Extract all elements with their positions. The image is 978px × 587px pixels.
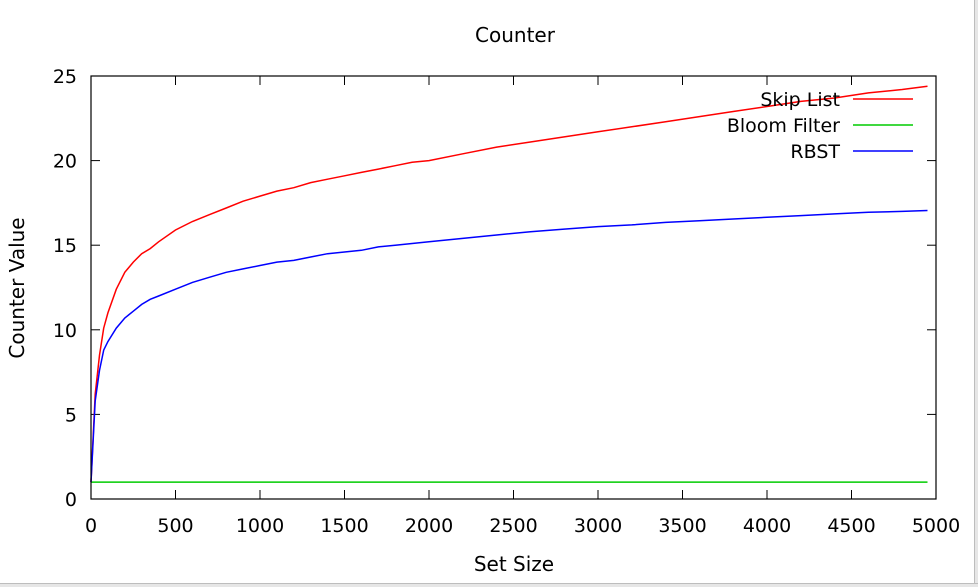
legend-label: RBST: [790, 141, 840, 163]
x-tick-label: 2500: [489, 515, 537, 537]
y-tick-label: 10: [53, 320, 77, 342]
x-tick-label: 1500: [320, 515, 368, 537]
series-line-2: [90, 209, 928, 483]
legend: Skip List Bloom Filter RBST: [727, 89, 913, 163]
window-bottom-edge: [0, 583, 978, 587]
y-tick-label: 20: [53, 151, 77, 173]
x-tick-label: 5000: [912, 515, 960, 537]
y-tick-label: 25: [53, 66, 77, 88]
series-line-0: [90, 85, 928, 483]
legend-label: Bloom Filter: [727, 115, 840, 137]
y-tick-label: 15: [53, 235, 77, 257]
window-right-edge: [974, 0, 978, 587]
x-tick-label: 1000: [236, 515, 284, 537]
x-tick-label: 500: [157, 515, 193, 537]
x-tick-label: 3000: [574, 515, 622, 537]
y-axis-title: Counter Value: [5, 217, 29, 358]
legend-label: Skip List: [760, 89, 840, 111]
x-tick-label: 2000: [405, 515, 453, 537]
x-tick-label: 0: [85, 515, 97, 537]
y-tick-label: 0: [65, 489, 77, 511]
x-tick-label: 4500: [827, 515, 875, 537]
chart-title: Counter: [475, 23, 556, 47]
y-tick-label: 5: [65, 404, 77, 426]
x-tick-label: 4000: [743, 515, 791, 537]
y-axis: 0 5 10 15 20 25: [53, 66, 936, 511]
x-axis-title: Set Size: [474, 552, 554, 576]
x-tick-label: 3500: [658, 515, 706, 537]
plot-series: [90, 85, 928, 483]
plot-frame: [90, 75, 937, 500]
